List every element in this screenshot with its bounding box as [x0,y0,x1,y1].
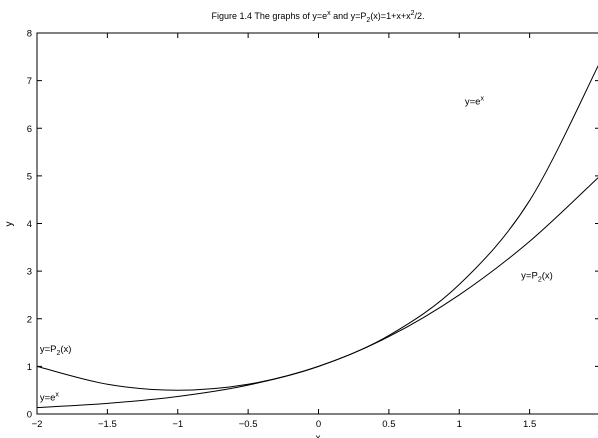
curve-annotation: y=ex [465,95,485,107]
y-tick-label: 2 [27,314,32,325]
x-tick-label: 1.5 [523,419,536,430]
x-axis-label: x [316,433,321,438]
x-tick-label: −0.5 [239,419,258,430]
chart-title: Figure 1.4 The graphs of y=ex and y=P2(x… [211,10,424,24]
x-tick-label: −1 [172,419,183,430]
y-tick-label: 0 [27,410,32,421]
x-tick-label: −2 [32,419,43,430]
y-tick-label: 3 [27,267,32,278]
y-tick-label: 1 [27,362,32,373]
curve-annotation: y=P2(x) [521,270,553,283]
series-line-p2 [36,177,598,391]
y-tick-label: 4 [27,219,32,230]
x-tick-label: −1.5 [98,419,117,430]
y-tick-label: 6 [27,124,32,135]
y-tick-label: 8 [27,29,32,40]
y-tick-label: 7 [27,76,32,87]
y-axis-label: y [4,222,15,227]
axis-ticks [36,32,598,415]
series-line-exp [36,64,598,409]
annotations: y=ex y=P2(x) y=P2(x) y=ex [40,95,553,403]
x-tick-label: 0.5 [382,419,395,430]
curve-annotation: y=ex [40,392,60,404]
x-tick-label: 1 [457,419,462,430]
curve-annotation: y=P2(x) [40,344,72,357]
axis-tick-labels: −2−1.5−1−0.500.511.52012345678 [27,29,598,431]
x-tick-label: 0 [316,419,321,430]
series-layer [36,64,598,409]
y-tick-label: 5 [27,171,32,182]
